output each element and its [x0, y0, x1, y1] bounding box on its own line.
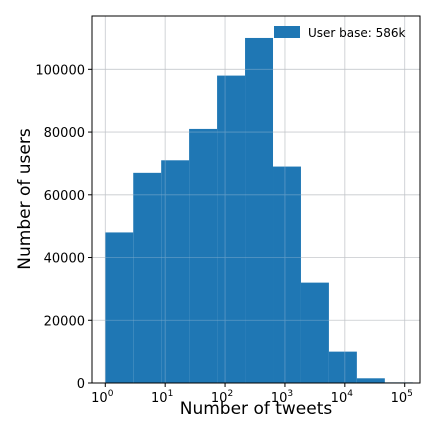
histogram-bar-3	[161, 160, 190, 383]
x-tick-label: 104	[331, 389, 354, 406]
x-tick-base: 10	[91, 391, 108, 406]
x-tick-label: 102	[211, 389, 233, 406]
x-tick-base: 10	[211, 391, 228, 406]
x-tick-label: 105	[391, 389, 413, 406]
y-tick-label: 60000	[44, 189, 85, 204]
x-tick-base: 10	[151, 391, 168, 406]
histogram-bar-2	[133, 172, 162, 383]
x-tick-label: 101	[151, 389, 173, 406]
histogram-bars	[92, 16, 420, 384]
x-tick-exponent: 1	[168, 389, 174, 399]
histogram-bar-5	[217, 75, 246, 383]
legend-label: User base: 586k	[308, 26, 406, 40]
y-tick-label: 80000	[44, 126, 85, 141]
y-axis-ticks: 0 20000 40000 60000 80000 100000	[35, 63, 92, 392]
histogram-bar-1	[105, 232, 134, 383]
y-tick-label: 100000	[35, 63, 85, 78]
x-tick-label: 100	[91, 389, 114, 406]
x-tick-base: 10	[331, 391, 348, 406]
y-tick-label: 20000	[44, 314, 85, 329]
legend: User base: 586k	[274, 26, 406, 40]
y-axis-label: Number of users	[15, 128, 35, 270]
y-tick-label: 0	[77, 377, 85, 392]
x-tick-base: 10	[391, 391, 408, 406]
legend-swatch	[274, 26, 300, 38]
x-tick-exponent: 5	[407, 389, 413, 399]
histogram-bar-6	[245, 37, 274, 383]
histogram-bar-9	[328, 351, 357, 383]
plot-frame	[91, 15, 421, 384]
histogram-bar-4	[189, 128, 218, 383]
histogram-bar-10	[356, 378, 385, 383]
x-tick-label: 103	[271, 389, 293, 406]
histogram-bar-7	[273, 166, 301, 383]
x-tick-exponent: 4	[347, 389, 353, 399]
histogram-bar-8	[300, 282, 329, 383]
x-axis-label: Number of tweets	[180, 399, 333, 419]
y-tick-label: 40000	[44, 252, 85, 267]
x-axis-ticks: 100 101 102 103 104 105	[91, 383, 413, 406]
x-tick-exponent: 3	[287, 389, 293, 399]
x-tick-exponent: 2	[227, 389, 233, 399]
x-tick-exponent: 0	[108, 389, 114, 399]
x-tick-base: 10	[271, 391, 288, 406]
